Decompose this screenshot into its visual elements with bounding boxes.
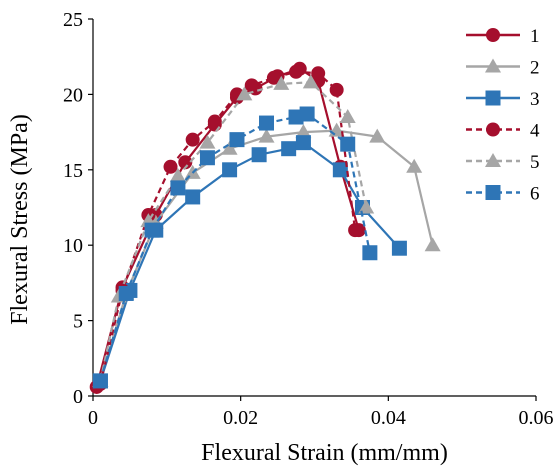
legend-item-6: 6 — [466, 184, 540, 205]
x-tick-label: 0 — [88, 407, 98, 429]
data-point — [302, 74, 319, 89]
data-point — [424, 237, 441, 252]
legend-item-5: 5 — [466, 152, 540, 173]
data-point — [295, 135, 311, 151]
data-point — [299, 106, 315, 122]
data-point — [169, 167, 186, 182]
data-point — [199, 150, 215, 166]
data-point — [207, 114, 222, 129]
series-4 — [93, 64, 363, 391]
data-point — [273, 75, 290, 90]
x-tick-label: 0.06 — [519, 407, 554, 429]
legend-item-4: 4 — [466, 121, 540, 142]
y-tick-label: 0 — [73, 386, 83, 408]
data-point — [295, 124, 312, 139]
series-5 — [92, 74, 375, 387]
series-6 — [92, 106, 378, 389]
legend-label: 5 — [530, 152, 540, 173]
series-line-3 — [99, 141, 401, 382]
data-point — [221, 140, 238, 155]
x-tick-label: 0.04 — [371, 407, 406, 429]
data-point — [281, 141, 297, 157]
x-ticks: 0 0.02 0.04 0.06 — [88, 396, 554, 429]
data-point — [266, 70, 281, 85]
data-point — [199, 134, 216, 149]
y-tick-label: 15 — [63, 160, 83, 182]
legend-marker — [485, 58, 501, 73]
legend-label: 2 — [530, 58, 540, 79]
data-point — [118, 285, 134, 301]
data-point — [185, 189, 201, 205]
x-axis-title: Flexural Strain (mm/mm) — [201, 440, 448, 466]
y-tick-label: 10 — [63, 235, 83, 257]
data-point — [185, 132, 200, 147]
series-line-2 — [99, 129, 434, 382]
data-point — [329, 82, 344, 97]
data-point — [332, 162, 348, 178]
data-point — [144, 222, 160, 238]
data-point — [178, 155, 193, 170]
series-1 — [89, 61, 366, 394]
data-point — [362, 245, 378, 261]
data-point — [339, 109, 356, 124]
data-point — [259, 115, 275, 131]
data-point — [348, 223, 363, 238]
legend-item-2: 2 — [466, 58, 540, 79]
y-ticks: 0 5 10 15 20 25 — [63, 9, 93, 408]
legend-label: 1 — [530, 26, 540, 47]
data-point — [369, 128, 386, 143]
legend-marker — [485, 185, 501, 200]
data-point — [391, 240, 407, 256]
data-point — [251, 147, 267, 163]
data-point — [258, 128, 275, 143]
data-point — [222, 162, 238, 178]
data-point — [244, 78, 259, 93]
legend-marker — [485, 153, 501, 167]
data-point — [406, 158, 423, 173]
data-point — [311, 66, 326, 81]
legend-marker — [485, 90, 501, 106]
data-point — [170, 180, 186, 196]
series-layer — [89, 61, 441, 394]
y-tick-label: 25 — [63, 9, 83, 31]
y-axis-title: Flexural Stress (MPa) — [7, 114, 33, 325]
legend-marker — [486, 122, 500, 137]
data-point — [236, 86, 253, 101]
legend: 1 2 3 4 5 6 — [466, 26, 540, 205]
data-point — [358, 199, 375, 214]
data-point — [340, 136, 356, 152]
x-tick-label: 0.02 — [223, 407, 258, 429]
legend-item-1: 1 — [466, 26, 540, 47]
legend-label: 6 — [530, 184, 540, 205]
data-point — [163, 159, 178, 174]
data-point — [92, 373, 108, 389]
y-tick-label: 5 — [73, 311, 83, 333]
data-point — [229, 132, 245, 148]
data-point — [289, 64, 304, 79]
y-tick-label: 20 — [63, 84, 83, 106]
series-line-1 — [95, 67, 360, 388]
legend-item-3: 3 — [466, 89, 540, 110]
legend-label: 3 — [530, 89, 540, 110]
legend-label: 4 — [530, 121, 540, 142]
series-line-4 — [99, 70, 357, 385]
legend-marker — [486, 28, 500, 42]
